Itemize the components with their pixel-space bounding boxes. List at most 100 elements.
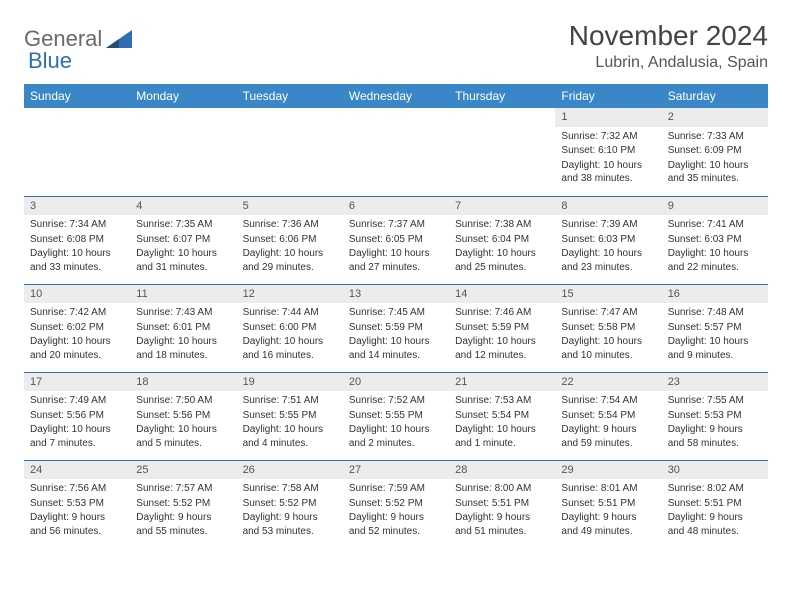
day-cell: 16Sunrise: 7:48 AMSunset: 5:57 PMDayligh…: [662, 284, 768, 372]
calendar-table: Sunday Monday Tuesday Wednesday Thursday…: [24, 84, 768, 548]
day-cell: 3Sunrise: 7:34 AMSunset: 6:08 PMDaylight…: [24, 196, 130, 284]
weekday-header: Tuesday: [237, 84, 343, 108]
day-number: 30: [662, 461, 768, 480]
day-number: 1: [555, 108, 661, 127]
sunrise-text: Sunrise: 7:59 AM: [349, 482, 443, 496]
sunset-text: Sunset: 6:10 PM: [561, 144, 655, 158]
sunrise-text: Sunrise: 7:58 AM: [243, 482, 337, 496]
sunrise-text: Sunrise: 7:47 AM: [561, 306, 655, 320]
week-row: 17Sunrise: 7:49 AMSunset: 5:56 PMDayligh…: [24, 372, 768, 460]
sunset-text: Sunset: 5:56 PM: [136, 409, 230, 423]
day-number: 23: [662, 373, 768, 392]
day-cell: 21Sunrise: 7:53 AMSunset: 5:54 PMDayligh…: [449, 372, 555, 460]
day-cell: 24Sunrise: 7:56 AMSunset: 5:53 PMDayligh…: [24, 460, 130, 548]
sunset-text: Sunset: 5:55 PM: [349, 409, 443, 423]
day-body: Sunrise: 7:39 AMSunset: 6:03 PMDaylight:…: [555, 215, 661, 281]
day-body: Sunrise: 7:35 AMSunset: 6:07 PMDaylight:…: [130, 215, 236, 281]
sunset-text: Sunset: 5:54 PM: [455, 409, 549, 423]
sunrise-text: Sunrise: 7:32 AM: [561, 130, 655, 144]
day-cell: 15Sunrise: 7:47 AMSunset: 5:58 PMDayligh…: [555, 284, 661, 372]
daylight-text: Daylight: 10 hours and 31 minutes.: [136, 247, 230, 274]
day-cell: 28Sunrise: 8:00 AMSunset: 5:51 PMDayligh…: [449, 460, 555, 548]
day-body: Sunrise: 7:43 AMSunset: 6:01 PMDaylight:…: [130, 303, 236, 369]
daylight-text: Daylight: 9 hours and 56 minutes.: [30, 511, 124, 538]
sunset-text: Sunset: 6:06 PM: [243, 233, 337, 247]
day-cell: 5Sunrise: 7:36 AMSunset: 6:06 PMDaylight…: [237, 196, 343, 284]
day-number: 8: [555, 197, 661, 216]
day-cell: 4Sunrise: 7:35 AMSunset: 6:07 PMDaylight…: [130, 196, 236, 284]
day-cell: 1Sunrise: 7:32 AMSunset: 6:10 PMDaylight…: [555, 108, 661, 196]
sunrise-text: Sunrise: 8:02 AM: [668, 482, 762, 496]
day-number: 10: [24, 285, 130, 304]
day-cell: 7Sunrise: 7:38 AMSunset: 6:04 PMDaylight…: [449, 196, 555, 284]
day-number: 26: [237, 461, 343, 480]
sunset-text: Sunset: 6:07 PM: [136, 233, 230, 247]
day-body: Sunrise: 7:58 AMSunset: 5:52 PMDaylight:…: [237, 479, 343, 545]
sunrise-text: Sunrise: 7:50 AM: [136, 394, 230, 408]
day-body: Sunrise: 7:52 AMSunset: 5:55 PMDaylight:…: [343, 391, 449, 457]
day-number: 9: [662, 197, 768, 216]
sunrise-text: Sunrise: 7:49 AM: [30, 394, 124, 408]
sunrise-text: Sunrise: 7:55 AM: [668, 394, 762, 408]
weekday-header: Wednesday: [343, 84, 449, 108]
daylight-text: Daylight: 10 hours and 20 minutes.: [30, 335, 124, 362]
day-body: Sunrise: 7:33 AMSunset: 6:09 PMDaylight:…: [662, 127, 768, 193]
sunrise-text: Sunrise: 7:39 AM: [561, 218, 655, 232]
sunrise-text: Sunrise: 7:57 AM: [136, 482, 230, 496]
sunset-text: Sunset: 6:08 PM: [30, 233, 124, 247]
sunset-text: Sunset: 5:53 PM: [668, 409, 762, 423]
weekday-header: Saturday: [662, 84, 768, 108]
sunset-text: Sunset: 5:51 PM: [561, 497, 655, 511]
logo-triangle-icon: [106, 30, 132, 48]
day-cell: 2Sunrise: 7:33 AMSunset: 6:09 PMDaylight…: [662, 108, 768, 196]
daylight-text: Daylight: 10 hours and 18 minutes.: [136, 335, 230, 362]
sunset-text: Sunset: 5:52 PM: [243, 497, 337, 511]
sunset-text: Sunset: 6:03 PM: [561, 233, 655, 247]
daylight-text: Daylight: 10 hours and 35 minutes.: [668, 159, 762, 186]
sunset-text: Sunset: 5:58 PM: [561, 321, 655, 335]
daylight-text: Daylight: 10 hours and 16 minutes.: [243, 335, 337, 362]
sunrise-text: Sunrise: 7:46 AM: [455, 306, 549, 320]
day-body: Sunrise: 7:49 AMSunset: 5:56 PMDaylight:…: [24, 391, 130, 457]
sunrise-text: Sunrise: 7:44 AM: [243, 306, 337, 320]
day-body: Sunrise: 8:02 AMSunset: 5:51 PMDaylight:…: [662, 479, 768, 545]
sunset-text: Sunset: 5:59 PM: [349, 321, 443, 335]
daylight-text: Daylight: 9 hours and 51 minutes.: [455, 511, 549, 538]
day-body: Sunrise: 7:54 AMSunset: 5:54 PMDaylight:…: [555, 391, 661, 457]
daylight-text: Daylight: 10 hours and 4 minutes.: [243, 423, 337, 450]
sunset-text: Sunset: 6:02 PM: [30, 321, 124, 335]
title-block: November 2024 Lubrin, Andalusia, Spain: [569, 20, 768, 72]
sunset-text: Sunset: 5:59 PM: [455, 321, 549, 335]
sunrise-text: Sunrise: 7:41 AM: [668, 218, 762, 232]
sunset-text: Sunset: 6:04 PM: [455, 233, 549, 247]
sunset-text: Sunset: 5:53 PM: [30, 497, 124, 511]
day-cell: 13Sunrise: 7:45 AMSunset: 5:59 PMDayligh…: [343, 284, 449, 372]
day-body: Sunrise: 7:37 AMSunset: 6:05 PMDaylight:…: [343, 215, 449, 281]
logo-line2: Blue: [28, 42, 72, 74]
day-cell: 25Sunrise: 7:57 AMSunset: 5:52 PMDayligh…: [130, 460, 236, 548]
sunrise-text: Sunrise: 7:54 AM: [561, 394, 655, 408]
day-number: 6: [343, 197, 449, 216]
sunrise-text: Sunrise: 7:51 AM: [243, 394, 337, 408]
day-cell: 26Sunrise: 7:58 AMSunset: 5:52 PMDayligh…: [237, 460, 343, 548]
day-number: 19: [237, 373, 343, 392]
day-cell: [237, 108, 343, 196]
day-number: 14: [449, 285, 555, 304]
daylight-text: Daylight: 9 hours and 59 minutes.: [561, 423, 655, 450]
daylight-text: Daylight: 10 hours and 5 minutes.: [136, 423, 230, 450]
daylight-text: Daylight: 9 hours and 49 minutes.: [561, 511, 655, 538]
sunrise-text: Sunrise: 7:38 AM: [455, 218, 549, 232]
day-cell: 18Sunrise: 7:50 AMSunset: 5:56 PMDayligh…: [130, 372, 236, 460]
sunset-text: Sunset: 5:51 PM: [455, 497, 549, 511]
sunset-text: Sunset: 5:51 PM: [668, 497, 762, 511]
day-cell: 6Sunrise: 7:37 AMSunset: 6:05 PMDaylight…: [343, 196, 449, 284]
sunset-text: Sunset: 5:52 PM: [136, 497, 230, 511]
sunset-text: Sunset: 6:01 PM: [136, 321, 230, 335]
weekday-header: Monday: [130, 84, 236, 108]
day-cell: 20Sunrise: 7:52 AMSunset: 5:55 PMDayligh…: [343, 372, 449, 460]
day-body: Sunrise: 8:01 AMSunset: 5:51 PMDaylight:…: [555, 479, 661, 545]
day-body: Sunrise: 7:50 AMSunset: 5:56 PMDaylight:…: [130, 391, 236, 457]
sunset-text: Sunset: 6:03 PM: [668, 233, 762, 247]
sunrise-text: Sunrise: 8:00 AM: [455, 482, 549, 496]
sunrise-text: Sunrise: 7:45 AM: [349, 306, 443, 320]
